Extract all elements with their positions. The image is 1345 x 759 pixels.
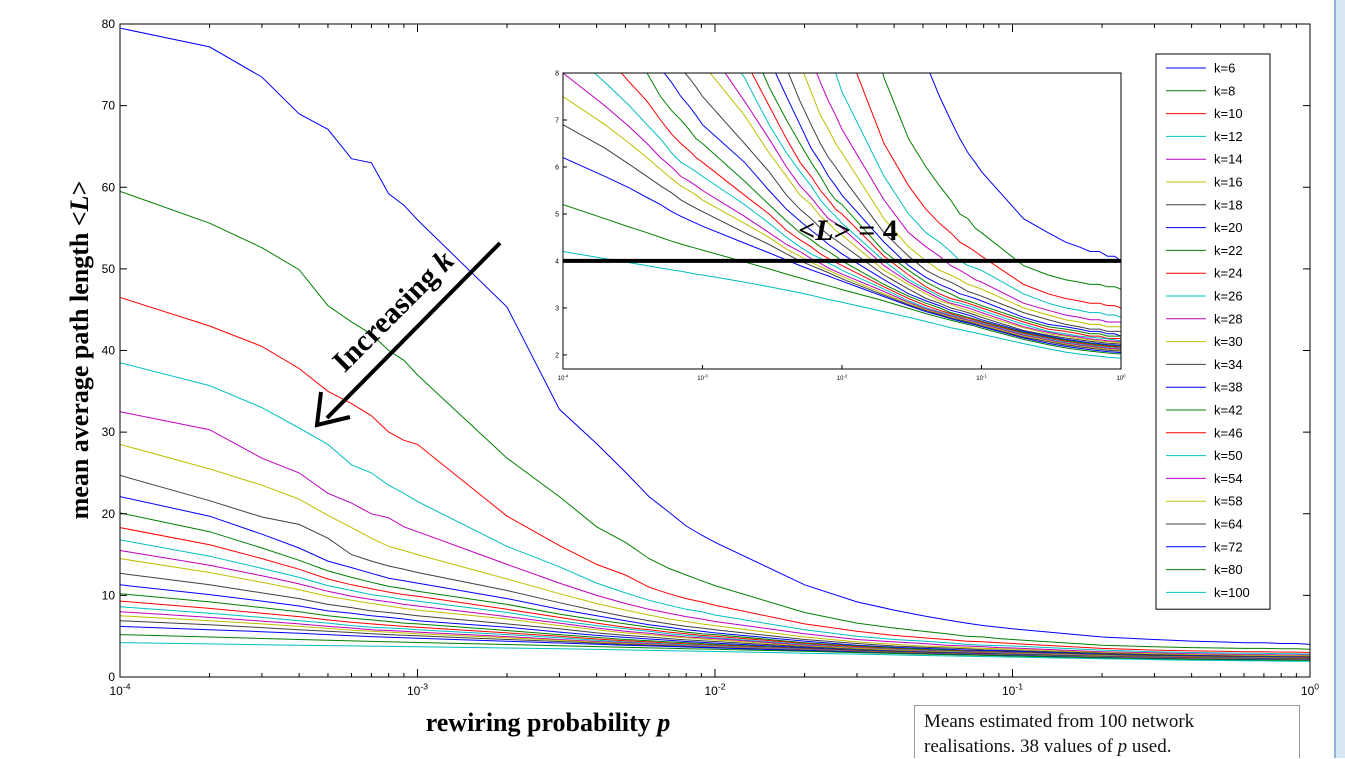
caption-line-2a: realisations. 38 values of	[924, 736, 1118, 757]
caption-line-1: Means estimated from 100 network	[924, 711, 1195, 732]
legend-label-k-30: k=30	[1214, 334, 1243, 349]
y-tick-label-10: 10	[102, 588, 116, 602]
inset-y-tick-label-8: 8	[555, 71, 559, 78]
legend-label-k-54: k=54	[1214, 471, 1243, 486]
legend-label-k-20: k=20	[1214, 220, 1243, 235]
legend-label-k-26: k=26	[1214, 289, 1243, 304]
inset-line-k-24	[751, 73, 1121, 339]
legend-label-k-10: k=10	[1214, 106, 1243, 121]
caption-line-2: realisations. 38 values of p used.	[924, 734, 1299, 759]
caption-variable: p	[1117, 736, 1128, 757]
x-tick-label-main-1: 10-3	[407, 682, 428, 698]
inset-y-tick-label-6: 6	[555, 164, 559, 171]
inset-line-k-54	[563, 73, 1121, 350]
reference-line-label: <L> = 4	[798, 214, 898, 247]
series-line-k-16	[120, 443, 1310, 657]
legend: k=6 k=8 k=10 k=12 k=14 k=16 k=18 k=20 k=22 k=24 k=…	[1155, 53, 1271, 610]
inset-line-k-80	[563, 204, 1121, 355]
inset-y-tick-label-3: 3	[555, 305, 559, 312]
legend-label-k-16: k=16	[1214, 175, 1243, 190]
legend-label-k-38: k=38	[1214, 380, 1243, 395]
x-tick-label-main-2: 10-2	[704, 682, 725, 698]
inset-y-tick-label-5: 5	[555, 211, 559, 218]
inset-line-k-18	[787, 73, 1121, 332]
increasing-k-arrowhead	[314, 391, 351, 428]
legend-label-k-6: k=6	[1214, 61, 1235, 76]
y-axis-label: mean average path length <L>	[65, 181, 94, 520]
inset-line-k-46	[620, 73, 1121, 348]
x-tick-label-inset-1: 10-3	[697, 373, 708, 382]
inset-line-k-8	[882, 73, 1121, 290]
legend-label-k-50: k=50	[1214, 448, 1243, 463]
x-tick-label-inset-3: 10-1	[976, 373, 987, 382]
legend-label-k-58: k=58	[1214, 494, 1243, 509]
inset-line-k-28	[724, 73, 1121, 343]
inset-line-k-64	[563, 124, 1121, 352]
inset-y-tick-label-2: 2	[555, 352, 559, 359]
inset-line-k-34	[684, 73, 1121, 345]
inset-line-k-12	[835, 73, 1121, 318]
legend-label-k-80: k=80	[1214, 562, 1243, 577]
inset-line-k-50	[593, 73, 1121, 349]
x-tick-label-main-3: 10-1	[1002, 682, 1023, 698]
legend-label-k-46: k=46	[1214, 425, 1243, 440]
window-right-edge	[1334, 0, 1345, 758]
series-line-k-80	[120, 634, 1310, 661]
x-tick-label-main-0: 10-4	[109, 682, 130, 698]
series-lines	[120, 27, 1310, 662]
inset-y-tick-label-7: 7	[555, 117, 559, 124]
series-line-k-10	[120, 296, 1310, 653]
inset-line-k-38	[663, 73, 1121, 346]
caption-box: Means estimated from 100 network realisa…	[914, 705, 1300, 758]
series-line-k-8	[120, 190, 1310, 650]
x-tick-label-inset-4: 100	[1116, 373, 1126, 382]
y-tick-label-50: 50	[102, 262, 116, 276]
y-tick-label-70: 70	[102, 99, 116, 113]
caption-line-2b: used.	[1127, 736, 1172, 757]
legend-label-k-72: k=72	[1214, 539, 1243, 554]
legend-label-k-12: k=12	[1214, 129, 1243, 144]
series-line-k-100	[120, 642, 1310, 662]
y-tick-label-30: 30	[102, 425, 116, 439]
inset-line-k-26	[740, 73, 1121, 342]
legend-label-k-28: k=28	[1214, 311, 1243, 326]
series-line-k-6	[120, 27, 1310, 645]
inset-y-tick-label-4: 4	[555, 258, 559, 265]
legend-label-k-34: k=34	[1214, 357, 1243, 372]
legend-label-k-24: k=24	[1214, 266, 1243, 281]
legend-label-k-18: k=18	[1214, 197, 1243, 212]
legend-label-k-64: k=64	[1214, 517, 1243, 532]
inset-line-k-14	[816, 73, 1121, 323]
legend-label-k-14: k=14	[1214, 152, 1243, 167]
legend-label-k-42: k=42	[1214, 403, 1243, 418]
series-line-k-12	[120, 362, 1310, 655]
legend-label-k-8: k=8	[1214, 83, 1235, 98]
legend-box	[1155, 53, 1271, 610]
y-tick-label-0: 0	[108, 670, 115, 684]
inset-line-k-58	[563, 96, 1121, 351]
x-tick-label-main-4: 100	[1301, 682, 1319, 698]
legend-label-k-22: k=22	[1214, 243, 1243, 258]
series-line-k-14	[120, 411, 1310, 656]
inset-line-k-22	[762, 73, 1121, 337]
x-tick-label-inset-0: 10-4	[558, 373, 569, 382]
inset-line-k-72	[563, 157, 1121, 354]
y-tick-label-80: 80	[102, 17, 116, 31]
inset-series-lines	[563, 73, 1121, 359]
inset-line-k-16	[803, 73, 1121, 328]
inset-line-k-6	[929, 73, 1121, 262]
inset-line-k-100	[563, 251, 1121, 359]
inset-plot: <L> = 4 2 3 4 5 6 7 8 10-4 10-3 10-2 10-1 100	[555, 71, 1126, 383]
y-tick-label-40: 40	[102, 344, 116, 358]
legend-label-k-100: k=100	[1214, 585, 1250, 600]
x-tick-label-inset-2: 10-2	[837, 373, 848, 382]
y-tick-label-20: 20	[102, 507, 116, 521]
increasing-k-arrow	[325, 241, 502, 420]
inset-line-k-10	[856, 73, 1121, 309]
x-axis-label: rewiring probability p	[426, 708, 671, 737]
y-tick-label-60: 60	[102, 180, 116, 194]
inset-line-k-20	[775, 73, 1121, 337]
inset-line-k-30	[709, 73, 1121, 344]
